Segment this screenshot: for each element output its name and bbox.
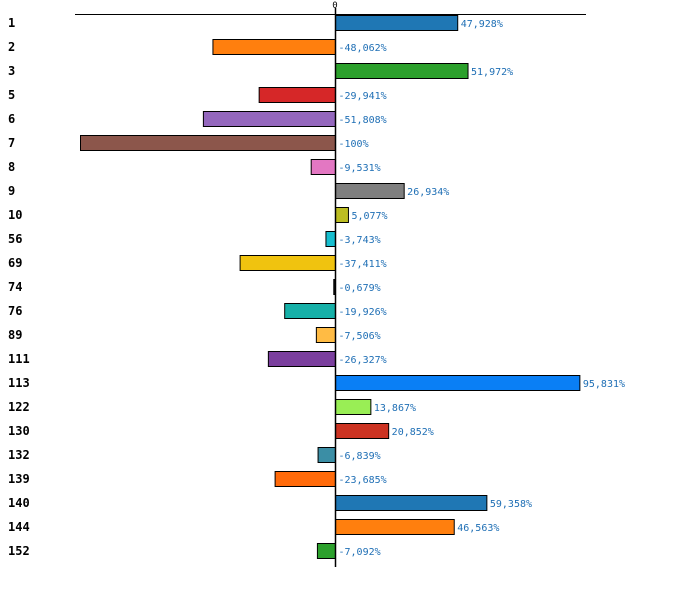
value-label-76: -19,926% xyxy=(339,307,387,318)
category-label-74: 74 xyxy=(8,280,22,294)
value-label-2: -48,062% xyxy=(339,43,387,54)
value-label-10: 5,077% xyxy=(351,211,387,222)
category-label-89: 89 xyxy=(8,328,22,342)
bar-7 xyxy=(80,135,336,151)
category-label-144: 144 xyxy=(8,520,30,534)
value-label-5: -29,941% xyxy=(339,91,387,102)
bar-122 xyxy=(335,399,372,415)
bar-3 xyxy=(335,63,469,79)
bar-5 xyxy=(258,87,336,103)
category-label-56: 56 xyxy=(8,232,22,246)
category-label-140: 140 xyxy=(8,496,30,510)
zero-tick-label: 0 xyxy=(332,1,337,11)
value-label-69: -37,411% xyxy=(339,259,387,270)
category-label-69: 69 xyxy=(8,256,22,270)
category-label-9: 9 xyxy=(8,184,15,198)
value-label-152: -7,092% xyxy=(339,547,381,558)
category-label-5: 5 xyxy=(8,88,15,102)
bar-56 xyxy=(325,231,337,247)
category-label-76: 76 xyxy=(8,304,22,318)
value-label-8: -9,531% xyxy=(339,163,381,174)
category-label-8: 8 xyxy=(8,160,15,174)
value-label-56: -3,743% xyxy=(339,235,381,246)
value-label-9: 26,934% xyxy=(407,187,449,198)
bar-76 xyxy=(284,303,336,319)
category-label-10: 10 xyxy=(8,208,22,222)
bar-140 xyxy=(335,495,488,511)
value-label-140: 59,358% xyxy=(490,499,532,510)
value-label-1: 47,928% xyxy=(461,19,503,30)
value-label-89: -7,506% xyxy=(339,331,381,342)
category-label-7: 7 xyxy=(8,136,15,150)
bar-8 xyxy=(310,159,337,175)
value-label-6: -51,808% xyxy=(339,115,387,126)
value-label-144: 46,563% xyxy=(457,523,499,534)
value-label-122: 13,867% xyxy=(374,403,416,414)
category-label-122: 122 xyxy=(8,400,30,414)
value-label-111: -26,327% xyxy=(339,355,387,366)
bar-10 xyxy=(335,207,349,223)
bar-113 xyxy=(335,375,581,391)
value-label-7: -100% xyxy=(339,139,369,150)
bar-152 xyxy=(316,543,337,559)
bar-111 xyxy=(267,351,336,367)
bar-69 xyxy=(239,255,336,271)
category-label-113: 113 xyxy=(8,376,30,390)
bar-89 xyxy=(315,327,337,343)
category-label-139: 139 xyxy=(8,472,30,486)
bars-group: 1 47,928% 2 -48,062% 3 51,972% 5 -29,941% 6 -51,8… xyxy=(8,15,625,559)
value-label-139: -23,685% xyxy=(339,475,387,486)
value-label-3: 51,972% xyxy=(471,67,513,78)
bar-6 xyxy=(202,111,336,127)
bar-144 xyxy=(335,519,455,535)
category-label-111: 111 xyxy=(8,352,30,366)
category-label-132: 132 xyxy=(8,448,30,462)
bar-2 xyxy=(212,39,336,55)
bar-132 xyxy=(317,447,336,463)
category-label-1: 1 xyxy=(8,16,15,30)
category-label-3: 3 xyxy=(8,64,15,78)
category-label-2: 2 xyxy=(8,40,15,54)
category-label-6: 6 xyxy=(8,112,15,126)
bar-9 xyxy=(335,183,405,199)
value-label-74: -0,679% xyxy=(339,283,381,294)
category-label-130: 130 xyxy=(8,424,30,438)
bar-130 xyxy=(335,423,390,439)
bar-139 xyxy=(274,471,336,487)
value-label-130: 20,852% xyxy=(392,427,434,438)
value-label-113: 95,831% xyxy=(583,379,625,390)
category-label-152: 152 xyxy=(8,544,30,558)
bar-1 xyxy=(335,15,459,31)
value-label-132: -6,839% xyxy=(339,451,381,462)
